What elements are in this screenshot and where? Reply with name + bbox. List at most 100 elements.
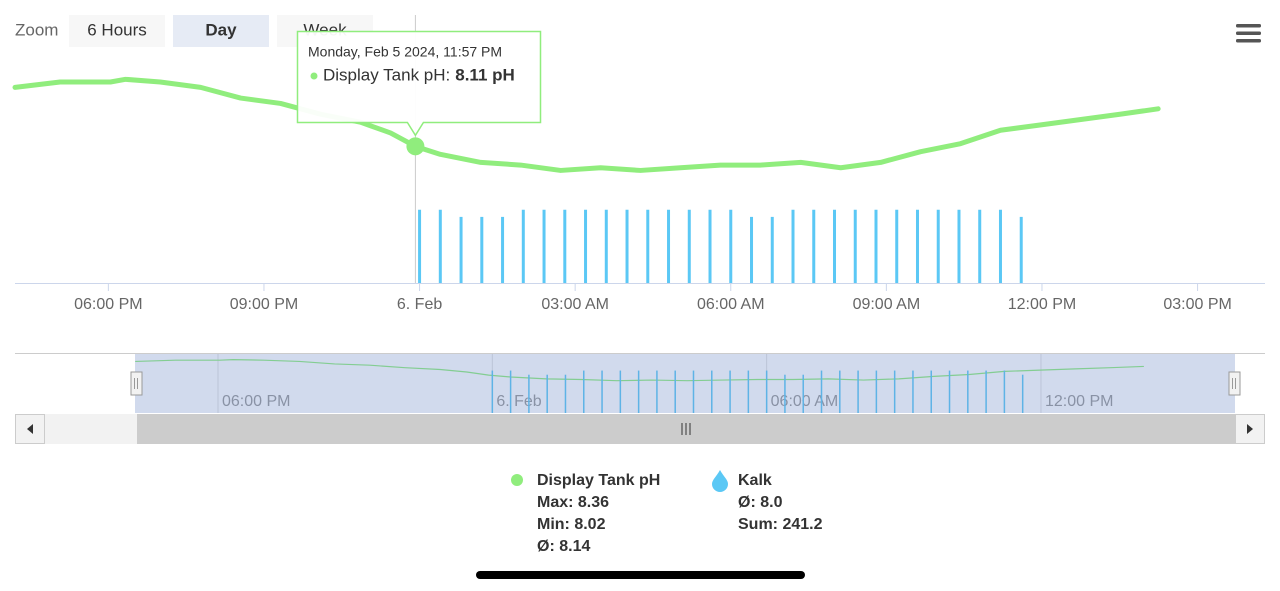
bar — [998, 209, 1002, 283]
x-tick-label: 6. Feb — [397, 296, 442, 313]
bar — [528, 374, 530, 413]
home-indicator — [476, 571, 805, 579]
handle-grip — [1232, 378, 1236, 389]
bar — [604, 209, 608, 283]
bar — [729, 370, 731, 413]
menu-line — [1236, 39, 1261, 43]
bar — [839, 370, 841, 413]
bar — [893, 370, 896, 413]
bar — [948, 370, 951, 413]
legend-name[interactable]: Kalk — [738, 472, 772, 489]
line — [135, 358, 1144, 382]
bar — [875, 370, 878, 413]
tooltip-date: Monday, Feb 5 2024, 11:57 PM — [308, 44, 502, 60]
bar — [584, 209, 588, 283]
x-tick-label: 09:00 PM — [230, 296, 298, 313]
legend-stat: Ø: 8.14 — [537, 538, 590, 555]
bar — [912, 370, 914, 413]
bar — [491, 370, 494, 413]
navigator-tick-label: 12:00 PM — [1045, 393, 1113, 410]
bar — [833, 209, 837, 283]
bar — [802, 374, 804, 413]
legend-symbol — [511, 474, 523, 486]
handle-body — [1228, 371, 1241, 396]
bar — [784, 374, 786, 413]
bar — [930, 370, 932, 413]
bar — [936, 209, 940, 283]
line — [12, 76, 1161, 173]
bar — [765, 370, 768, 413]
legend-stat: Sum: 241.2 — [738, 516, 823, 533]
bar — [542, 209, 546, 283]
bar — [480, 216, 484, 283]
x-tick-label: 09:00 AM — [853, 296, 921, 313]
menu-button[interactable] — [1236, 24, 1261, 43]
hover-point — [406, 137, 425, 156]
bar — [674, 370, 676, 413]
bar — [601, 370, 603, 413]
bar — [857, 370, 859, 413]
bar — [667, 209, 671, 283]
tooltip-box — [296, 30, 542, 137]
bar — [853, 209, 857, 283]
menu-line — [1236, 24, 1261, 28]
bar — [874, 209, 878, 283]
bar — [564, 374, 567, 413]
x-tick-label: 06:00 AM — [697, 296, 765, 313]
bar — [915, 209, 919, 283]
button-label: 6 Hours — [87, 20, 147, 39]
bar — [656, 370, 658, 413]
menu-line — [1236, 31, 1261, 35]
bar — [820, 370, 823, 413]
bar — [750, 216, 754, 283]
bar — [646, 209, 650, 283]
x-tick-label: 03:00 AM — [541, 296, 609, 313]
zoom-button[interactable]: 6 Hours — [69, 15, 165, 47]
bar — [1019, 216, 1023, 283]
bar — [509, 370, 512, 413]
navigator-handle[interactable] — [1228, 371, 1241, 396]
bar — [438, 209, 442, 283]
handle-body — [130, 371, 143, 396]
button-bg — [173, 15, 269, 47]
arrow-left — [27, 424, 33, 434]
bar — [459, 216, 463, 283]
bar — [583, 370, 585, 413]
bar — [687, 209, 691, 283]
bar — [692, 370, 695, 413]
navigator-selection — [135, 354, 1235, 413]
bar — [791, 209, 795, 283]
bar — [895, 209, 899, 283]
bar — [978, 209, 982, 283]
bar — [770, 216, 774, 283]
x-tick-label: 12:00 PM — [1008, 296, 1076, 313]
x-tick-label: 06:00 PM — [74, 296, 142, 313]
bar — [546, 374, 548, 413]
button-bg — [69, 15, 165, 47]
bar — [985, 370, 987, 413]
thumb-grip — [681, 423, 691, 435]
navigator-tick-label: 06:00 PM — [222, 393, 290, 410]
zoom-button[interactable]: Day — [173, 15, 269, 47]
legend-name[interactable]: Display Tank pH — [537, 472, 660, 489]
bar — [967, 370, 969, 413]
bar — [563, 209, 567, 283]
legend-stat: Max: 8.36 — [537, 494, 609, 511]
x-tick-label: 03:00 PM — [1163, 296, 1231, 313]
bar — [708, 209, 712, 283]
zoom-label: Zoom — [15, 20, 58, 39]
handle-grip — [134, 378, 138, 389]
tooltip-value: 8.11 pH — [455, 65, 515, 84]
bar — [812, 209, 816, 283]
tooltip-label: Display Tank pH: — [323, 65, 450, 84]
bar — [625, 209, 629, 283]
tooltip-bullet — [310, 72, 318, 80]
arrow-right — [1247, 424, 1253, 434]
navigator-handle[interactable] — [130, 371, 143, 396]
legend-symbol — [712, 470, 728, 492]
legend-stat: Ø: 8.0 — [738, 494, 783, 511]
bar — [957, 209, 961, 283]
